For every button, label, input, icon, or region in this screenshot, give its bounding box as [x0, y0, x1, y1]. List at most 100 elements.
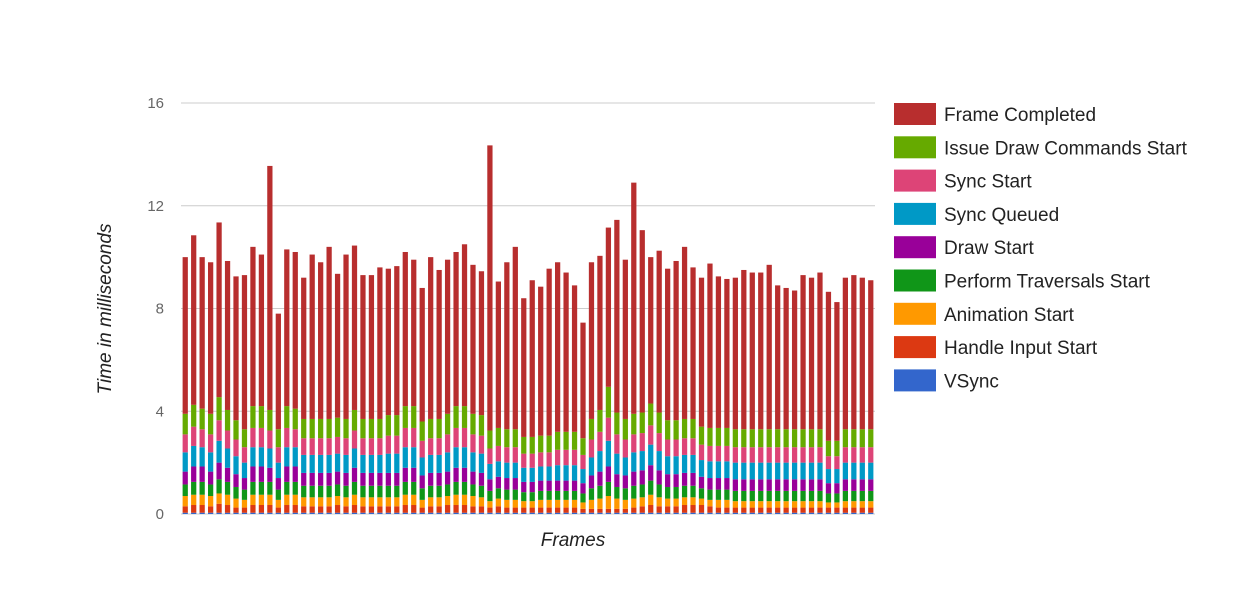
bar-segment — [546, 452, 552, 467]
bar-segment — [631, 485, 637, 499]
bar-segment — [614, 508, 620, 513]
bar-segment — [250, 406, 256, 428]
bar-segment — [461, 505, 468, 513]
bar-segment — [453, 427, 459, 448]
bar-segment — [808, 462, 815, 480]
bar-segment — [453, 467, 459, 482]
bar-segment — [461, 512, 468, 514]
legend-swatch — [894, 136, 936, 159]
bar-segment — [309, 454, 315, 473]
bar-segment — [580, 438, 586, 455]
bar-segment — [868, 479, 874, 491]
bar-segment — [851, 479, 857, 491]
bar-segment — [343, 506, 349, 513]
bar-segment — [724, 278, 730, 428]
bar-segment — [698, 476, 705, 489]
bar-segment — [614, 219, 620, 413]
bar-segment — [334, 496, 341, 506]
bar-segment — [504, 429, 510, 448]
bar-segment — [224, 448, 231, 468]
bar-segment — [326, 472, 332, 486]
bar-segment — [690, 454, 696, 473]
bar-segment — [385, 472, 391, 486]
bar-segment — [868, 507, 874, 513]
bar-segment — [419, 475, 425, 489]
bar-segment — [597, 498, 603, 509]
bar-segment — [334, 512, 341, 514]
bar-segment — [800, 447, 806, 463]
bar-segment — [732, 462, 738, 480]
legend-label: Sync Start — [944, 172, 1032, 193]
bar-segment — [665, 439, 671, 457]
bar-segment — [808, 277, 815, 430]
bar-segment — [775, 462, 781, 480]
bar-segment — [182, 484, 188, 497]
bar-segment — [605, 466, 612, 482]
bar-segment — [275, 499, 281, 508]
bar-segment — [715, 512, 722, 514]
bar-segment — [504, 478, 510, 490]
bar-segment — [419, 507, 425, 513]
bar-segment — [842, 490, 848, 502]
bar-segment — [275, 478, 281, 490]
bar-segment — [783, 287, 789, 430]
bar-segment — [580, 483, 586, 494]
bar-segment — [284, 447, 290, 467]
bar-segment — [842, 462, 848, 480]
bar-segment — [394, 435, 400, 454]
bar-segment — [732, 501, 738, 508]
bar-segment — [648, 257, 654, 404]
bar-segment — [292, 512, 298, 514]
legend-label: Perform Traversals Start — [944, 272, 1151, 293]
bar-segment — [732, 507, 738, 513]
bar-segment — [639, 497, 645, 507]
bar-segment — [783, 429, 789, 448]
bar-segment — [715, 445, 722, 462]
bar-segment — [504, 447, 510, 463]
bar-segment — [834, 302, 840, 441]
bar-segment — [419, 287, 425, 422]
bar-segment — [648, 505, 654, 513]
bar-segment — [825, 483, 832, 494]
bar-segment — [529, 280, 535, 437]
bar-segment — [301, 454, 307, 473]
bar-segment — [681, 505, 688, 513]
bar-segment — [681, 454, 688, 473]
bar-segment — [428, 512, 434, 514]
bar-segment — [546, 268, 552, 436]
bar-segment — [233, 456, 239, 475]
bar-segment — [411, 406, 417, 428]
bar-segment — [529, 481, 535, 493]
bar-segment — [538, 512, 544, 514]
bar-segment — [673, 456, 679, 475]
bar-segment — [208, 496, 214, 507]
bar-segment — [732, 490, 738, 502]
bar-segment — [411, 494, 417, 505]
bar-segment — [385, 415, 391, 436]
bar-segment — [605, 440, 612, 467]
bar-segment — [588, 439, 595, 458]
bar-segment — [791, 447, 798, 463]
bar-segment — [521, 507, 527, 513]
bar-segment — [749, 507, 755, 513]
bar-segment — [631, 512, 637, 514]
bar-segment — [377, 472, 383, 486]
bar-segment — [732, 479, 738, 491]
bar-segment — [775, 501, 781, 508]
bar-segment — [512, 462, 518, 479]
bar-segment — [766, 447, 772, 463]
bar-segment — [597, 409, 603, 432]
bar-segment — [208, 434, 214, 453]
bar-segment — [309, 497, 315, 507]
bar-segment — [808, 501, 815, 508]
bar-segment — [478, 506, 485, 513]
bar-segment — [605, 508, 612, 513]
bar-segment — [411, 512, 417, 514]
bar-segment — [512, 512, 518, 514]
bar-segment — [351, 448, 358, 468]
legend-swatch — [894, 103, 936, 125]
bar-segment — [825, 456, 832, 470]
bar-segment — [538, 466, 544, 481]
bar-segment — [233, 420, 239, 440]
